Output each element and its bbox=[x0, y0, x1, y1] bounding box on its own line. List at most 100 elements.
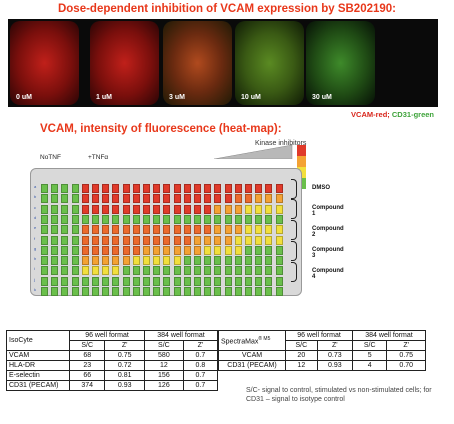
table-row: E-selectin 66 0.81 156 0.7 bbox=[6, 370, 219, 381]
heatmap-well bbox=[245, 214, 252, 224]
table-header-text: SpectraMax bbox=[221, 338, 259, 346]
heatmap-well bbox=[163, 184, 171, 193]
heatmap-well bbox=[183, 225, 191, 235]
heatmap-well bbox=[214, 245, 222, 255]
heatmap-well bbox=[153, 225, 161, 235]
table-row: VCAM 20 0.73 5 0.75 bbox=[218, 350, 426, 361]
table-header: 96 well format bbox=[69, 330, 145, 341]
heatmap-well bbox=[92, 276, 99, 286]
heatmap-well bbox=[41, 256, 48, 266]
heatmap-well bbox=[41, 235, 48, 245]
cell: 0.75 bbox=[386, 350, 426, 361]
cell: 5 bbox=[351, 350, 388, 361]
heatmap-well bbox=[112, 225, 120, 235]
heatmap-well bbox=[245, 245, 252, 255]
heatmap-well bbox=[41, 245, 48, 255]
heatmap-well bbox=[163, 287, 171, 296]
group-brace bbox=[291, 241, 297, 261]
micrograph-label: 10 uM bbox=[241, 94, 261, 101]
micrograph-label: 3 uM bbox=[169, 94, 185, 101]
heatmap-well bbox=[214, 225, 222, 235]
heatmap-well bbox=[194, 225, 201, 235]
heatmap-well bbox=[92, 204, 99, 214]
heatmap-well bbox=[143, 266, 150, 276]
heatmap-well bbox=[51, 235, 59, 245]
heatmap-well bbox=[183, 204, 191, 214]
heatmap-well bbox=[183, 266, 191, 276]
cell: 66 bbox=[68, 370, 106, 381]
table-header-sup: ® M5 bbox=[258, 335, 271, 342]
heatmap-well bbox=[71, 214, 79, 224]
heatmap-well bbox=[81, 204, 89, 214]
heatmap-well bbox=[275, 194, 283, 204]
heatmap-well bbox=[81, 256, 89, 266]
heatmap-well bbox=[132, 194, 140, 204]
heatmap-well bbox=[234, 276, 242, 286]
heatmap-well bbox=[214, 266, 222, 276]
heatmap-well bbox=[61, 225, 69, 235]
cell: 126 bbox=[144, 380, 184, 391]
heatmap-well bbox=[265, 266, 273, 276]
heatmap-well bbox=[275, 256, 283, 266]
heatmap-well bbox=[245, 204, 252, 214]
row-letter: j bbox=[34, 276, 35, 282]
group-label: Compound 4 bbox=[312, 268, 344, 280]
heatmap-well bbox=[143, 256, 150, 266]
heatmap-well bbox=[112, 184, 120, 193]
row-name: E-selectin bbox=[6, 370, 70, 381]
heatmap-well bbox=[183, 184, 191, 193]
heatmap-well bbox=[102, 276, 110, 286]
heatmap-well bbox=[275, 184, 283, 193]
heatmap-well bbox=[265, 256, 273, 266]
heatmap-well bbox=[245, 235, 252, 245]
row-letter: h bbox=[34, 256, 37, 262]
heatmap-well bbox=[81, 266, 89, 276]
table-subheader: Z' bbox=[104, 340, 145, 351]
heatmap-well bbox=[102, 245, 110, 255]
heatmap-well bbox=[51, 266, 59, 276]
heatmap-well bbox=[153, 245, 161, 255]
micrograph-label: 30 uM bbox=[312, 94, 332, 101]
heatmap-well bbox=[132, 214, 140, 224]
heatmap-well bbox=[102, 235, 110, 245]
row-name: VCAM bbox=[6, 350, 70, 361]
heatmap-well bbox=[92, 235, 99, 245]
heatmap-well bbox=[255, 235, 263, 245]
heatmap-well bbox=[163, 204, 171, 214]
row-letter: f bbox=[34, 235, 36, 241]
heatmap-well bbox=[61, 214, 69, 224]
heatmap-well bbox=[163, 235, 171, 245]
heatmap-well bbox=[275, 235, 283, 245]
heatmap-well bbox=[255, 214, 263, 224]
heatmap-well bbox=[132, 184, 140, 193]
heatmap-well bbox=[143, 276, 150, 286]
heatmap-well bbox=[173, 184, 181, 193]
heatmap-well bbox=[204, 235, 212, 245]
group-brace bbox=[291, 262, 297, 282]
table-subheader: Z' bbox=[386, 340, 426, 351]
table-subheader: S/C bbox=[285, 340, 318, 351]
heatmap-well bbox=[122, 214, 130, 224]
table-header: IsoCyte bbox=[6, 330, 70, 351]
heatmap-well bbox=[102, 194, 110, 204]
heatmap-well bbox=[122, 287, 130, 296]
heatmap-well bbox=[275, 276, 283, 286]
micrograph-strip: 0 uM 1 uM 3 uM 10 uM 30 uM bbox=[8, 19, 438, 107]
cell: 68 bbox=[68, 350, 106, 361]
heatmap-well bbox=[112, 266, 120, 276]
cell: 0.93 bbox=[104, 380, 145, 391]
heatmap-well bbox=[153, 276, 161, 286]
heatmap-well bbox=[61, 184, 69, 193]
heatmap-well bbox=[173, 194, 181, 204]
heatmap-well bbox=[194, 184, 201, 193]
heatmap-well bbox=[153, 266, 161, 276]
heatmap-well bbox=[51, 204, 59, 214]
micrograph-label: 1 uM bbox=[96, 94, 112, 101]
heatmap-well bbox=[153, 287, 161, 296]
heatmap-well bbox=[245, 194, 252, 204]
heatmap-well bbox=[102, 204, 110, 214]
heatmap-well bbox=[92, 225, 99, 235]
heatmap-well bbox=[122, 204, 130, 214]
heatmap-well bbox=[183, 194, 191, 204]
heatmap-well bbox=[143, 214, 150, 224]
